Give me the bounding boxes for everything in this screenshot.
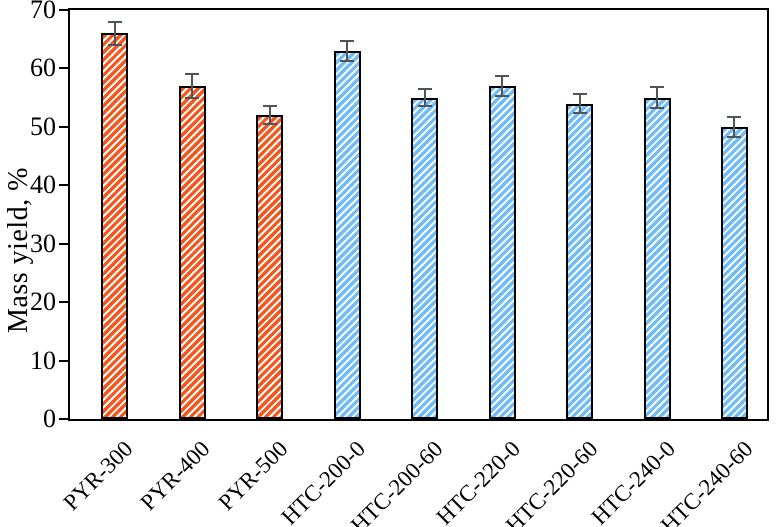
error-bar-cap (417, 105, 432, 108)
bar (720, 126, 748, 419)
error-bar (346, 40, 349, 61)
bar (333, 50, 361, 419)
error-bar (733, 116, 736, 137)
error-bar-cap (262, 122, 277, 125)
y-axis-tick-label: 40 (30, 170, 56, 200)
y-axis-tick-label: 30 (30, 228, 56, 258)
error-bar-cap (650, 86, 665, 89)
plot-area (68, 8, 769, 421)
plot-inner (70, 10, 767, 419)
bar (256, 115, 284, 419)
y-axis-tick (59, 418, 68, 420)
error-bar-cap (727, 115, 742, 118)
error-bar (191, 74, 194, 98)
y-axis-tick-label: 50 (30, 111, 56, 141)
y-axis-tick-label: 10 (30, 345, 56, 375)
error-bar (501, 76, 504, 96)
error-bar-cap (650, 107, 665, 110)
error-bar-cap (495, 94, 510, 97)
bar (101, 33, 129, 419)
error-bar-cap (572, 112, 587, 115)
error-bar-cap (727, 135, 742, 138)
bar (566, 103, 594, 419)
y-axis-tick (59, 184, 68, 187)
error-bar-cap (417, 87, 432, 90)
y-axis-tick-label: 0 (43, 404, 56, 433)
error-bar (268, 106, 271, 124)
x-axis-label: PYR-500 (213, 436, 293, 516)
error-bar (578, 93, 581, 114)
y-axis-tick (59, 125, 68, 128)
error-bar (656, 87, 659, 109)
y-axis-tick (59, 242, 68, 245)
error-bar-cap (185, 96, 200, 99)
bar (643, 97, 671, 419)
y-axis-tick (59, 9, 68, 11)
bar (411, 97, 439, 419)
error-bar (423, 88, 426, 107)
y-axis-tick (59, 67, 68, 70)
error-bar-cap (107, 44, 122, 47)
x-axis-label: PYR-300 (58, 436, 138, 516)
error-bar-cap (262, 105, 277, 108)
error-bar-cap (340, 39, 355, 42)
error-bar (113, 21, 116, 46)
y-axis-tick-label: 20 (30, 287, 56, 317)
bar (488, 85, 516, 419)
error-bar-cap (107, 20, 122, 23)
y-axis-tick (59, 301, 68, 304)
error-bar-cap (185, 73, 200, 76)
error-bar-cap (495, 75, 510, 78)
y-axis-tick-label: 60 (30, 53, 56, 83)
x-axis-label: PYR-400 (135, 436, 216, 516)
error-bar-cap (572, 92, 587, 95)
error-bar-cap (340, 59, 355, 62)
bar (178, 85, 206, 419)
y-axis-tick (59, 359, 68, 362)
y-axis-tick-label: 70 (30, 0, 56, 24)
